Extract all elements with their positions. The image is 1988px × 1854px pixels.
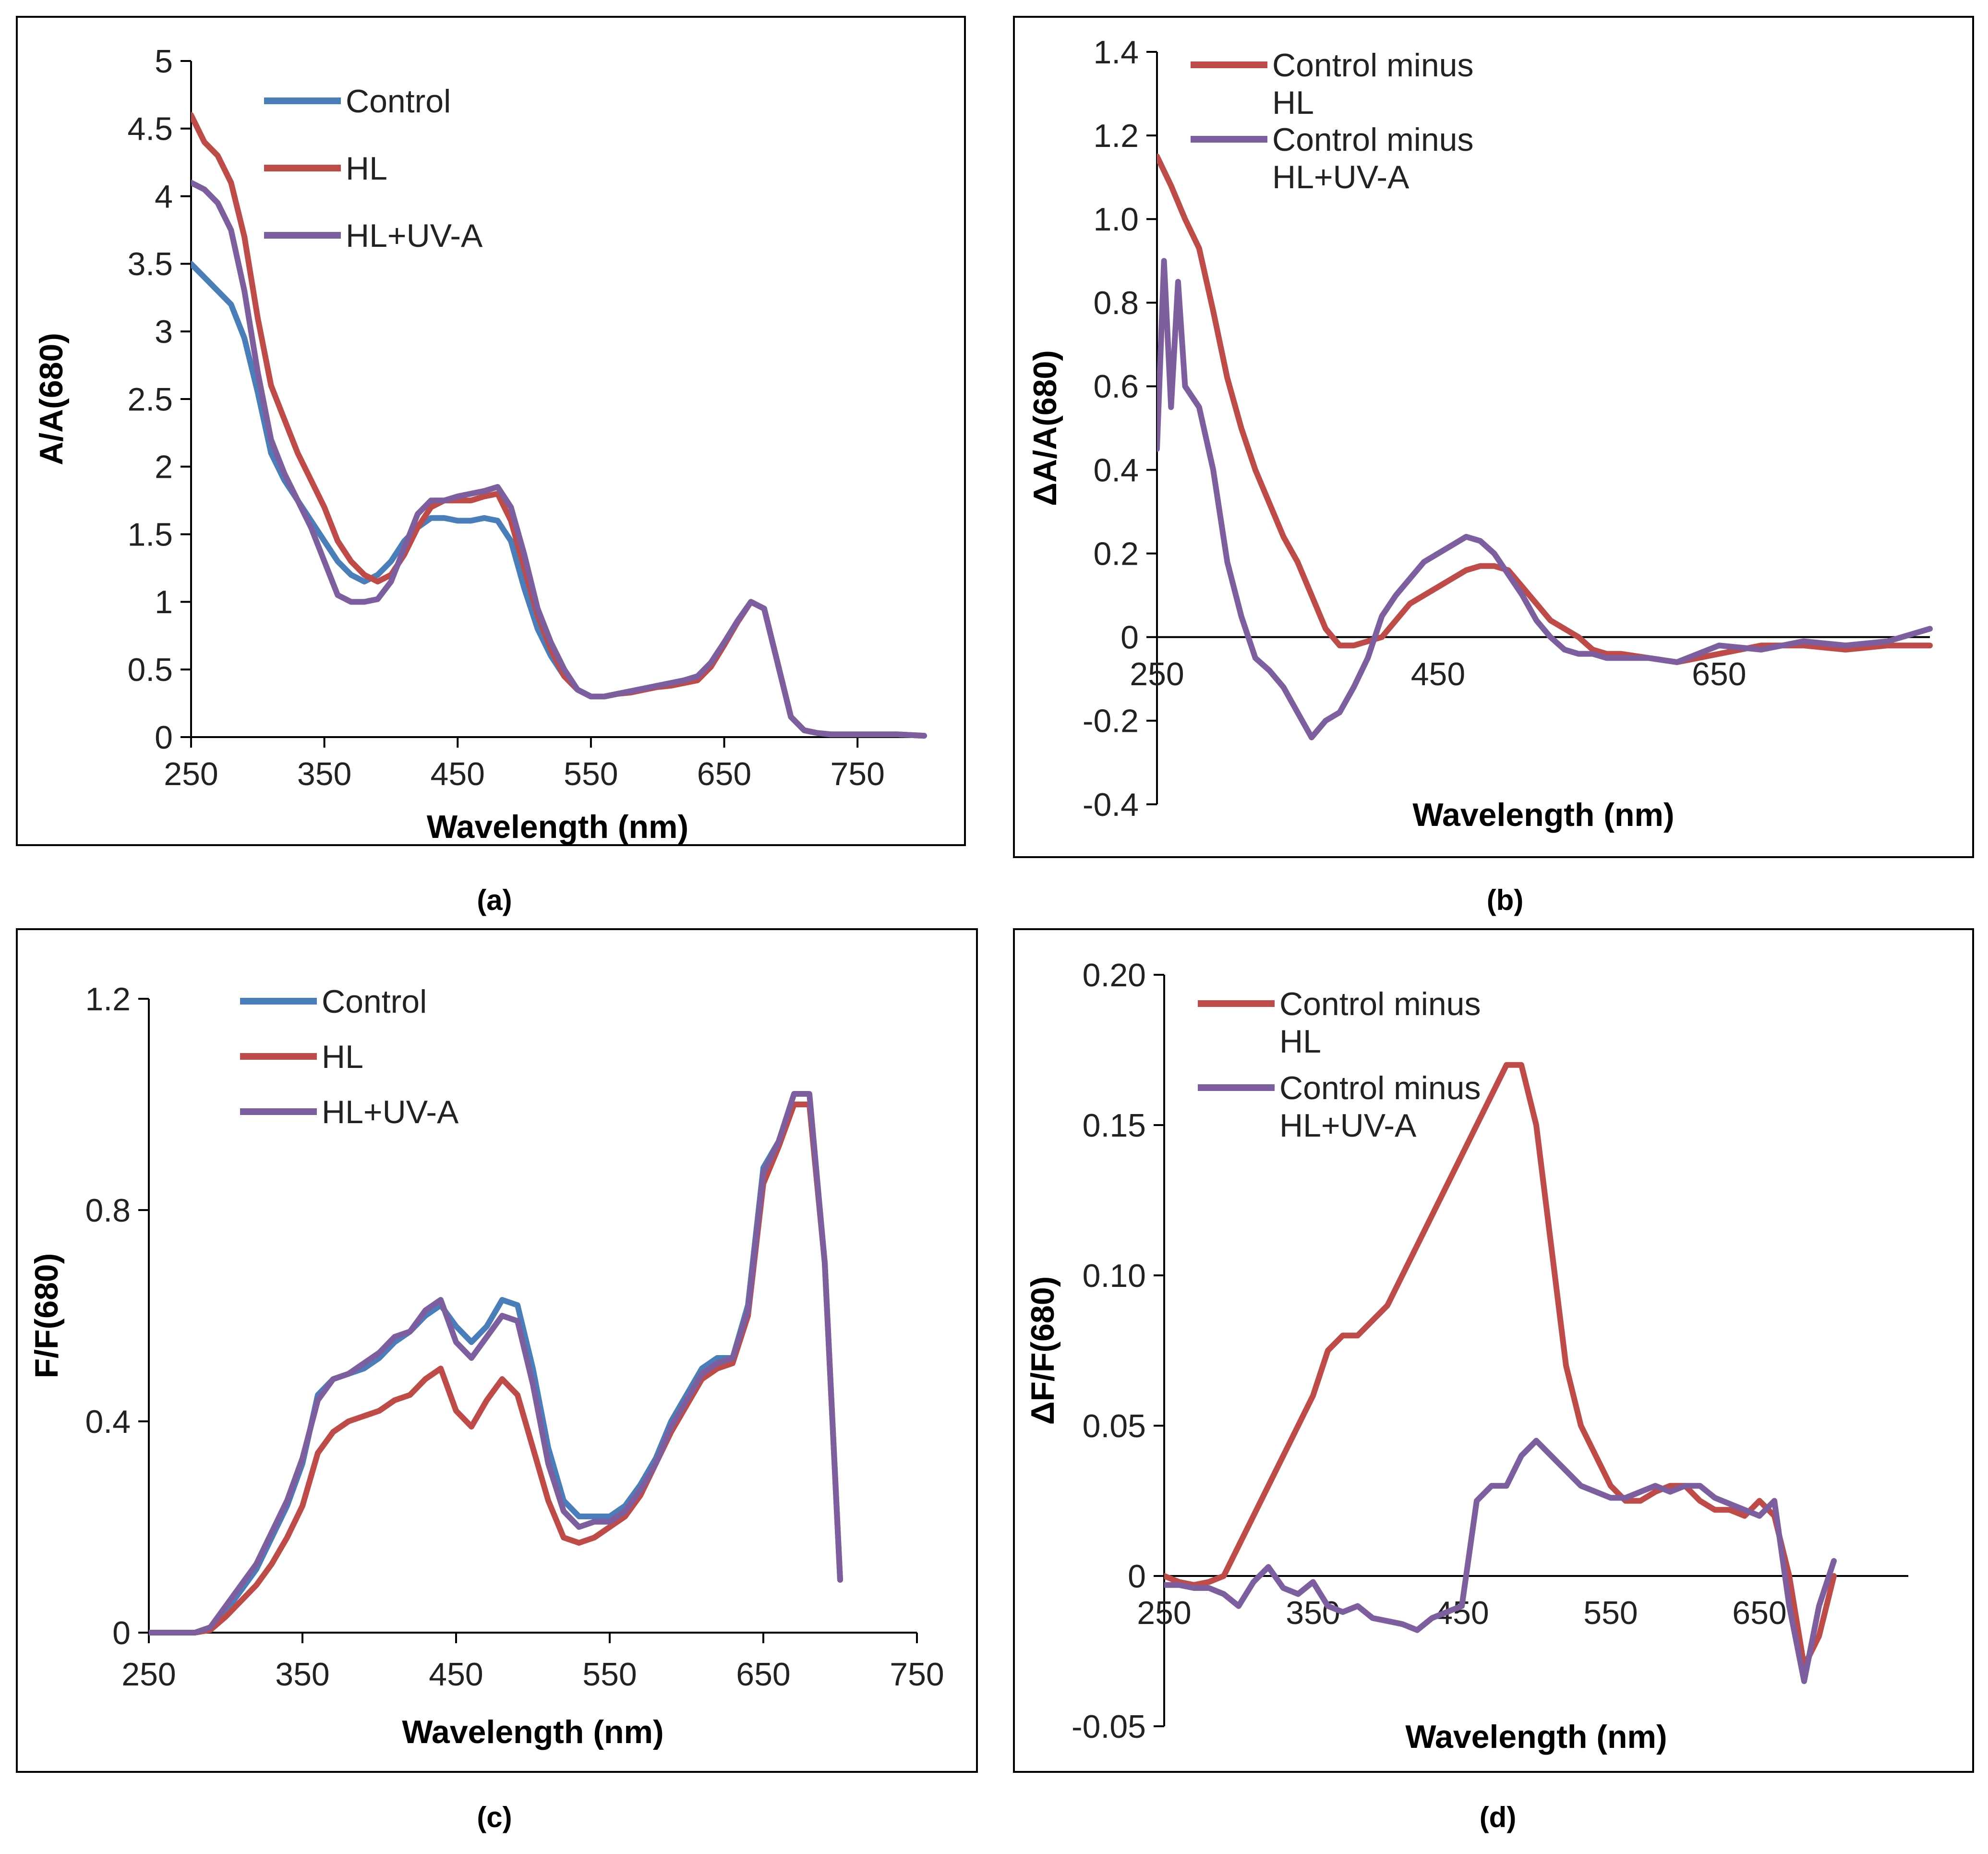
legend-entry: Control minus HL — [1272, 47, 1474, 121]
x-tick-label: 650 — [697, 756, 751, 792]
x-tick-label: 750 — [890, 1656, 944, 1693]
panel-label-b: (b) — [1487, 884, 1524, 916]
y-axis-label: F/F(680) — [28, 1253, 65, 1379]
series-line-control-minus-hl-uv-a — [1157, 258, 1933, 740]
y-tick-label: 0.4 — [85, 1404, 131, 1440]
y-tick-label: 0.20 — [1083, 957, 1146, 994]
series-line-hl-uv-a — [149, 1091, 843, 1636]
y-tick-label: 1.5 — [127, 516, 173, 553]
y-tick-label: 1.0 — [1093, 201, 1139, 238]
legend-entry: HL — [322, 1039, 363, 1075]
x-axis-label: Wavelength (nm) — [1412, 797, 1674, 833]
x-tick-label: 350 — [297, 756, 351, 792]
y-tick-label: 0.5 — [127, 652, 173, 688]
legend-entry: Control minus HL+UV-A — [1272, 121, 1474, 195]
x-tick-label: 250 — [1130, 656, 1184, 692]
y-tick-label: 5 — [155, 43, 173, 80]
x-tick-label: 350 — [275, 1656, 329, 1693]
x-axis-label: Wavelength (nm) — [427, 809, 688, 845]
x-tick-label: 650 — [1732, 1595, 1786, 1631]
y-tick-label: 0.15 — [1083, 1107, 1146, 1144]
x-tick-label: 750 — [830, 756, 884, 792]
series-line-hl — [149, 1102, 843, 1636]
y-axis-label: A/A(680) — [33, 333, 70, 465]
panel-b-frame — [1013, 16, 1974, 858]
panel-d-frame — [1013, 928, 1974, 1773]
y-tick-label: 3.5 — [127, 246, 173, 282]
x-tick-label: 450 — [431, 756, 485, 792]
x-tick-label: 350 — [1286, 1595, 1340, 1631]
x-tick-label: 650 — [1692, 656, 1746, 692]
panel-c-frame — [16, 928, 978, 1773]
x-tick-label: 550 — [582, 1656, 637, 1693]
x-tick-label: 550 — [1583, 1595, 1638, 1631]
y-tick-label: 4 — [155, 178, 173, 215]
legend-entry: HL+UV-A — [346, 218, 483, 254]
y-tick-label: 3 — [155, 314, 173, 350]
panel-c: 0 0.4 0.8 1.2 250 350 450 550 650 750 Wavelength (… — [16, 928, 978, 1773]
y-tick-label: 0 — [1121, 619, 1139, 656]
x-tick-label: 450 — [429, 1656, 483, 1693]
x-tick-label: 450 — [1411, 656, 1465, 692]
y-tick-label: 0.4 — [1093, 452, 1139, 488]
x-tick-label: 550 — [564, 756, 618, 792]
x-tick-label: 250 — [164, 756, 218, 792]
y-tick-label: 0 — [1128, 1558, 1146, 1595]
y-tick-label: 4.5 — [127, 111, 173, 147]
y-tick-label: -0.05 — [1072, 1709, 1146, 1745]
y-tick-label: 0 — [112, 1615, 131, 1651]
y-tick-label: 0.10 — [1083, 1258, 1146, 1294]
y-tick-label: 0 — [155, 719, 173, 756]
panel-label-a: (a) — [477, 884, 512, 916]
panel-label-c: (c) — [477, 1801, 512, 1833]
legend-entry: Control — [346, 83, 451, 120]
y-tick-label: 0.2 — [1093, 535, 1139, 572]
legend-entry: HL+UV-A — [322, 1094, 459, 1130]
legend-entry: Control — [322, 983, 427, 1020]
panel-a: 0 0.5 1 1.5 2 2.5 3 3.5 4 4.5 5 250 350 450 550 650 750 W… — [16, 16, 966, 846]
x-tick-label: 250 — [1137, 1595, 1191, 1631]
y-tick-label: -0.2 — [1083, 703, 1139, 739]
y-tick-label: 0.8 — [1093, 285, 1139, 321]
x-tick-label: 250 — [121, 1656, 176, 1693]
y-axis-label: ΔF/F(680) — [1024, 1276, 1061, 1425]
x-axis-label: Wavelength (nm) — [402, 1714, 663, 1750]
legend-entry: Control minus HL+UV-A — [1279, 1070, 1481, 1144]
y-tick-label: 0.6 — [1093, 368, 1139, 405]
legend-entry: Control minus HL — [1279, 986, 1481, 1060]
legend-entry: HL — [346, 150, 387, 187]
x-tick-label: 650 — [736, 1656, 790, 1693]
y-tick-label: 1.2 — [1093, 118, 1139, 154]
y-tick-label: 1 — [155, 584, 173, 620]
series-line-control-minus-hl — [1164, 1062, 1837, 1669]
panel-b: -0.4 -0.2 0 0.2 0.4 0.6 0.8 1.0 1.2 1.4 250 450 650 W… — [1013, 16, 1974, 858]
series-line-hl-uv-a — [191, 180, 927, 739]
y-tick-label: 0.05 — [1083, 1408, 1146, 1444]
y-tick-label: -0.4 — [1083, 787, 1139, 823]
y-tick-label: 0.8 — [85, 1192, 131, 1229]
y-tick-label: 2 — [155, 449, 173, 485]
y-tick-label: 1.4 — [1093, 34, 1139, 71]
panel-a-frame — [16, 16, 966, 846]
y-tick-label: 2.5 — [127, 381, 173, 418]
series-line-control-minus-hl-uv-a — [1164, 1438, 1837, 1684]
panel-label-d: (d) — [1480, 1801, 1517, 1833]
y-tick-label: 1.2 — [85, 981, 131, 1018]
x-axis-label: Wavelength (nm) — [1405, 1719, 1667, 1755]
y-axis-label: ΔA/A(680) — [1027, 350, 1063, 506]
